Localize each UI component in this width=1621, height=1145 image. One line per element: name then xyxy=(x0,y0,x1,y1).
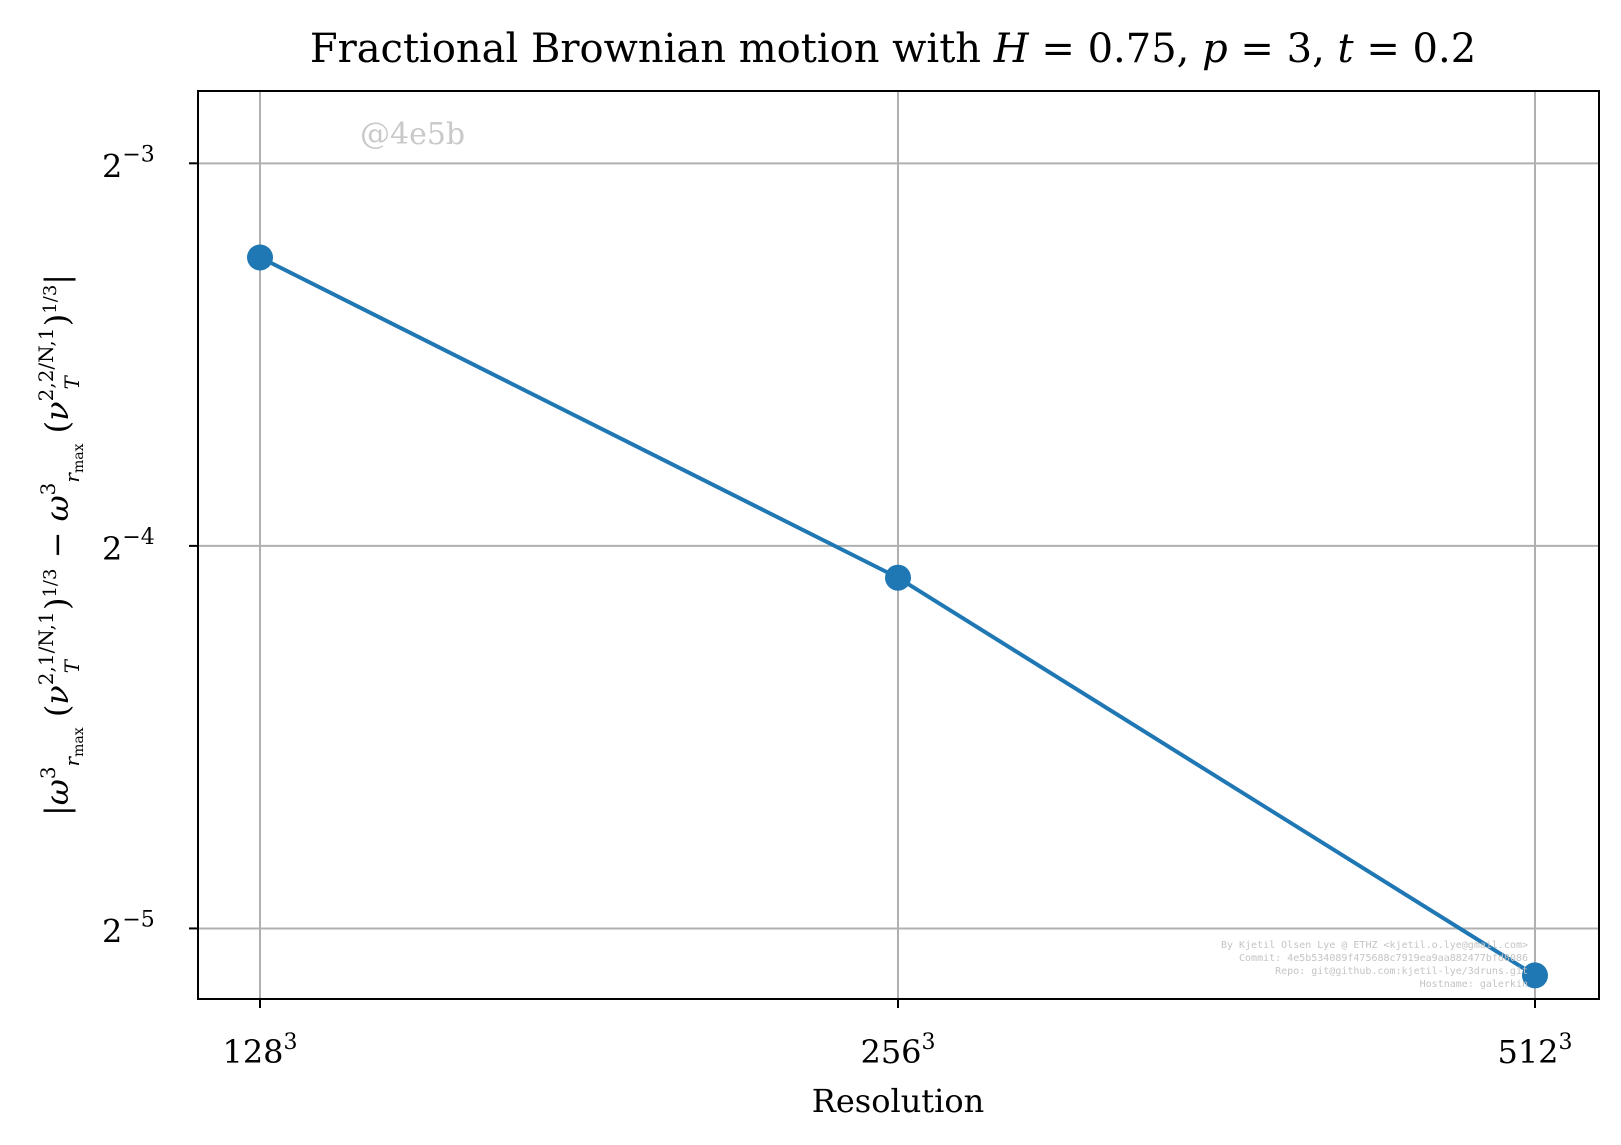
y-label-nu-1: ν xyxy=(38,685,76,704)
x-tick-label-base: 128 xyxy=(222,1033,283,1071)
y-label-omega-2-sub: r xyxy=(60,472,84,483)
credit-line: By Kjetil Olsen Lye @ ETHZ <kjetil.o.lye… xyxy=(1221,940,1528,951)
y-label-omega-2-subsub: max xyxy=(71,443,87,473)
y-tick-label-exp: −3 xyxy=(122,142,154,167)
chart-title: Fractional Brownian motion with H = 0.75… xyxy=(310,26,1476,72)
x-axis-label: Resolution xyxy=(812,1082,985,1120)
data-point xyxy=(885,564,911,591)
chart-title-prefix: Fractional Brownian motion with xyxy=(310,26,994,72)
grid-lines xyxy=(198,91,1599,999)
y-tick-label-base: 2 xyxy=(102,912,122,950)
y-tick-label-base: 2 xyxy=(102,530,122,568)
y-label-bar-open: | xyxy=(38,805,76,816)
x-tick-label: 5123 xyxy=(1497,1030,1572,1071)
y-label-nu-1-sub: T xyxy=(60,658,84,673)
chart-title-h: H xyxy=(993,26,1030,72)
y-label-omega-1: ω xyxy=(38,779,76,805)
y-label-close-2: ) xyxy=(38,314,76,326)
data-point xyxy=(247,244,273,271)
y-label-omega-1-power: 3 xyxy=(36,766,60,779)
chart-title-t-value: = 0.2 xyxy=(1354,26,1477,72)
x-tick-label: 2563 xyxy=(860,1030,935,1071)
x-tick-label-exp: 3 xyxy=(1559,1030,1573,1055)
x-tick-label-base: 512 xyxy=(1497,1033,1558,1071)
credit-line: Commit: 4e5b534089f475688c7919ea9aa88247… xyxy=(1239,953,1528,964)
y-tick-label-exp: −5 xyxy=(122,907,154,932)
x-tick-label-exp: 3 xyxy=(922,1030,936,1055)
y-label-minus: − xyxy=(38,521,76,568)
credit-line: Repo: git@github.com:kjetil-lye/3druns.g… xyxy=(1275,966,1528,977)
y-label-nu-2-sub: T xyxy=(60,375,84,390)
chart-title-h-value: = 0.75, xyxy=(1029,26,1202,72)
credits-block: By Kjetil Olsen Lye @ ETHZ <kjetil.o.lye… xyxy=(1221,940,1528,990)
y-label-paren-1: ( xyxy=(38,705,76,728)
data-series xyxy=(247,244,1548,989)
x-tick-label-exp: 3 xyxy=(284,1030,298,1055)
y-tick-label: 2−5 xyxy=(102,907,155,950)
y-axis-label: |ω3rmax (ν2,1/N,1 T)1/3 − ω3rmax (ν2,2/N,… xyxy=(34,274,87,816)
y-label-omega-2-power: 3 xyxy=(36,483,60,496)
y-axis-label-text: |ω3rmax (ν2,1/N,1 T)1/3 − ω3rmax (ν2,2/N,… xyxy=(34,274,87,816)
y-tick-label: 2−3 xyxy=(102,142,155,185)
y-label-nu-1-sup: 2,1/N,1 xyxy=(34,611,58,685)
credit-line: Hostname: galerkin xyxy=(1420,979,1528,990)
y-label-omega-1-subsub: max xyxy=(71,727,87,757)
y-label-root-2: 1/3 xyxy=(40,285,61,314)
y-label-close-1: ) xyxy=(38,598,76,610)
y-label-bar-close: | xyxy=(38,274,76,285)
y-label-nu-2-sup: 2,2/N,1 xyxy=(34,328,58,402)
y-label-root-1: 1/3 xyxy=(40,569,61,598)
chart-title-t: t xyxy=(1338,26,1355,72)
x-tick-label: 1283 xyxy=(222,1030,297,1071)
x-tick-label-base: 256 xyxy=(860,1033,921,1071)
y-tick-label: 2−4 xyxy=(102,525,155,568)
watermark: @4e5b xyxy=(360,117,465,152)
y-label-paren-2: ( xyxy=(38,421,76,444)
y-tick-label-exp: −4 xyxy=(122,525,154,550)
y-tick-label-base: 2 xyxy=(102,147,122,185)
y-label-omega-2: ω xyxy=(38,495,76,521)
y-label-nu-2: ν xyxy=(38,401,76,420)
data-point xyxy=(1522,962,1548,989)
chart-title-p-value: = 3, xyxy=(1228,26,1338,72)
y-label-omega-1-sub: r xyxy=(60,755,84,766)
chart-title-p: p xyxy=(1202,26,1228,72)
